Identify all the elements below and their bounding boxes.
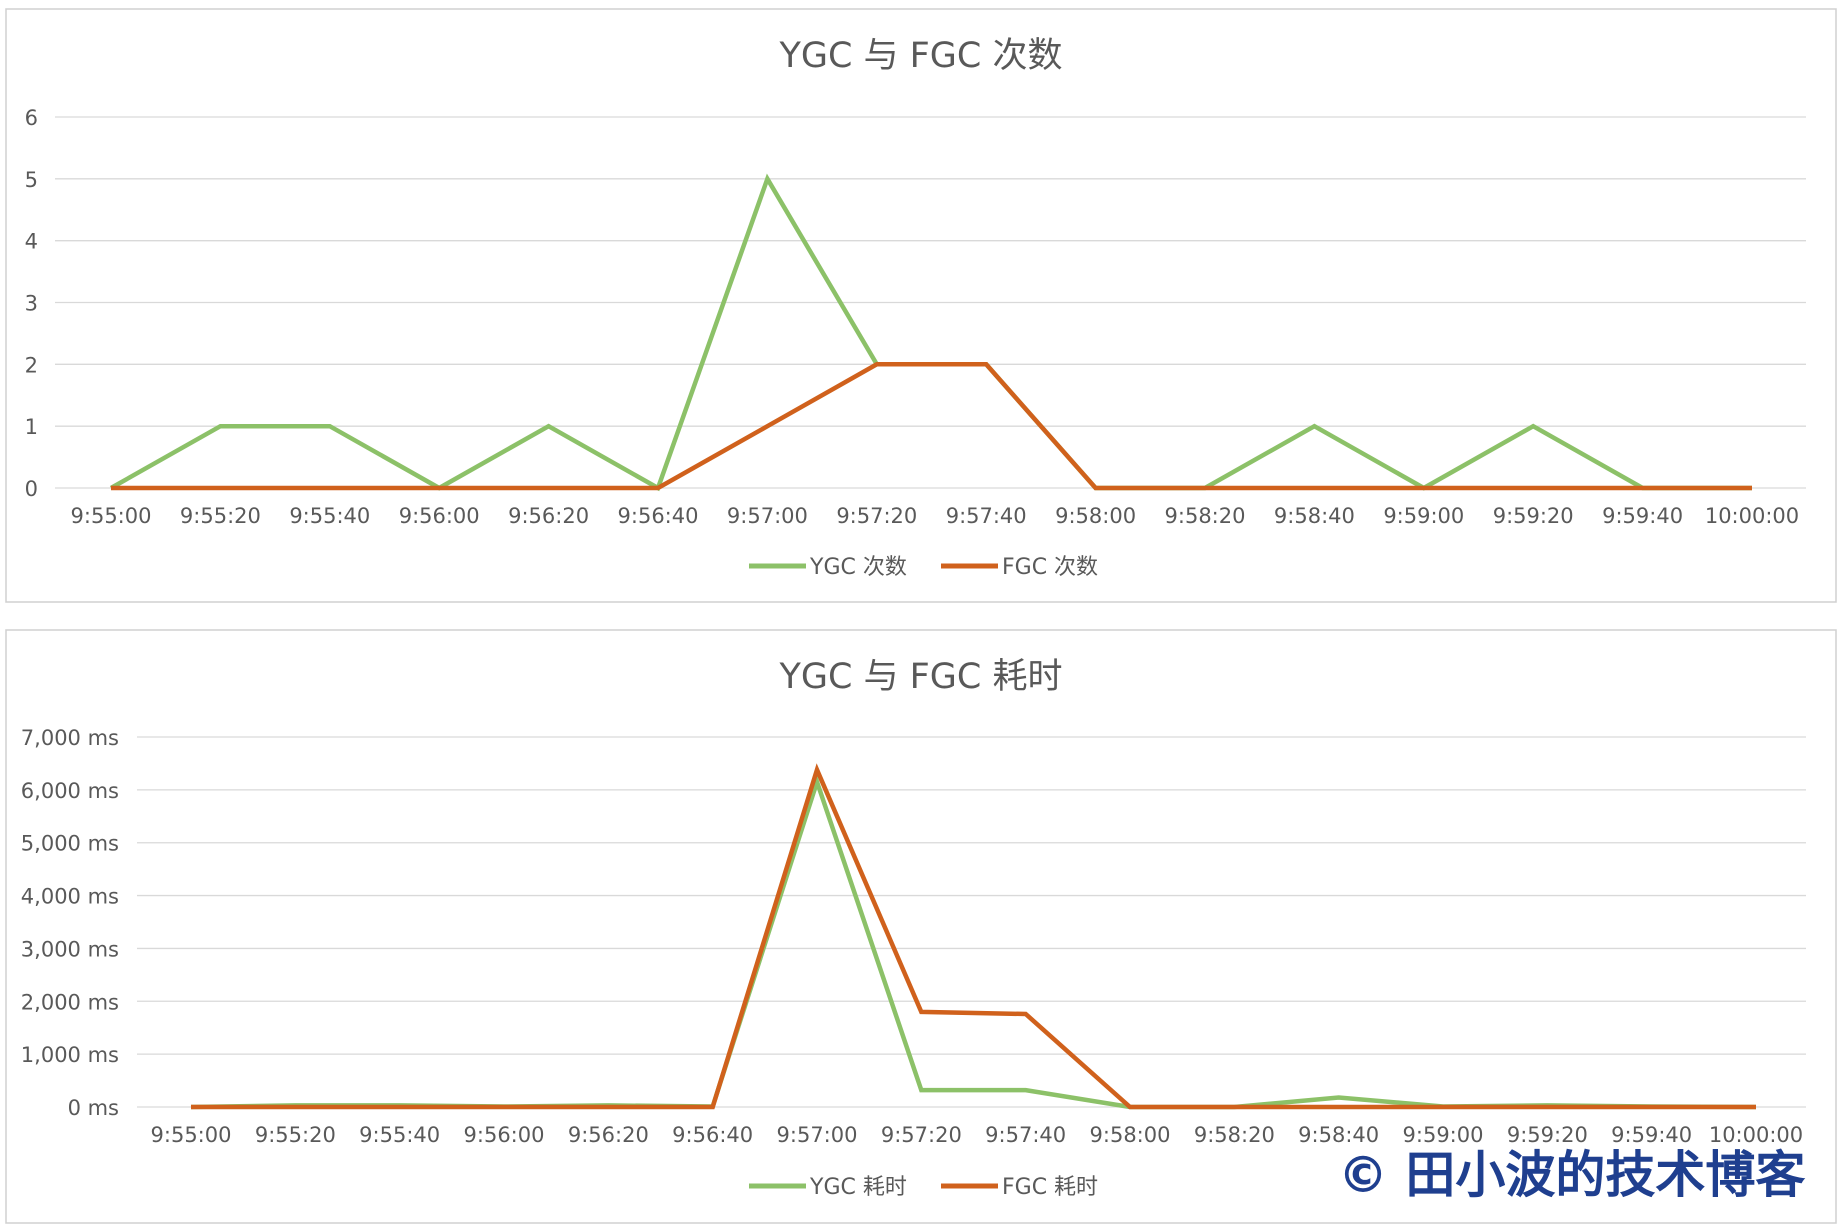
y-tick-label-time-6: 6,000 ms — [21, 779, 119, 803]
x-tick-label-count-13: 9:59:20 — [1493, 504, 1574, 528]
x-axis-time: 9:55:00 9:55:20 9:55:40 9:56:00 9:56:20 9:56:… — [151, 1123, 1804, 1147]
series-group-time — [190, 763, 1757, 1110]
x-tick-label-count-15: 10:00:00 — [1705, 504, 1799, 528]
y-tick-label-time-3: 3,000 ms — [21, 937, 119, 961]
series-line-fgc-time — [191, 763, 1756, 1110]
series-line-fgc-count — [111, 362, 1752, 491]
x-tick-label-count-8: 9:57:40 — [946, 504, 1027, 528]
chart-frame-time — [5, 629, 1837, 1224]
legend-count: YGC 次数 FGC 次数 — [749, 555, 1098, 580]
legend-time: YGC 耗时 FGC 耗时 — [749, 1175, 1098, 1200]
x-tick-label-time-2: 9:55:40 — [359, 1123, 440, 1147]
x-tick-label-time-13: 9:59:20 — [1507, 1123, 1588, 1147]
x-tick-label-count-12: 9:59:00 — [1383, 504, 1464, 528]
x-tick-label-count-10: 9:58:20 — [1165, 504, 1246, 528]
x-tick-label-time-1: 9:55:20 — [255, 1123, 336, 1147]
x-tick-label-time-7: 9:57:20 — [881, 1123, 962, 1147]
y-axis-time: 0 ms 1,000 ms 2,000 ms 3,000 ms 4,000 ms 5,00… — [21, 726, 119, 1120]
x-tick-label-count-3: 9:56:00 — [399, 504, 480, 528]
y-tick-label-time-1: 1,000 ms — [21, 1043, 119, 1067]
legend-label-ygc-time: YGC 耗时 — [809, 1175, 907, 1200]
y-tick-label-count-6: 6 — [25, 106, 38, 130]
x-tick-label-count-9: 9:58:00 — [1055, 504, 1136, 528]
x-tick-label-time-6: 9:57:00 — [777, 1123, 858, 1147]
y-axis-count: 0 1 2 3 4 5 6 — [25, 106, 38, 501]
legend-label-fgc-count: FGC 次数 — [1002, 555, 1098, 580]
x-tick-label-count-7: 9:57:20 — [836, 504, 917, 528]
y-tick-label-count-1: 1 — [25, 415, 38, 439]
y-tick-label-time-2: 2,000 ms — [21, 990, 119, 1014]
x-tick-label-count-11: 9:58:40 — [1274, 504, 1355, 528]
x-tick-label-time-14: 9:59:40 — [1611, 1123, 1692, 1147]
gridlines-time — [137, 736, 1806, 1108]
chart-title-time: YGC 与 FGC 耗时 — [778, 657, 1062, 697]
x-tick-label-time-15: 10:00:00 — [1709, 1123, 1803, 1147]
x-tick-label-count-5: 9:56:40 — [618, 504, 699, 528]
x-tick-label-time-0: 9:55:00 — [151, 1123, 232, 1147]
x-tick-label-count-6: 9:57:00 — [727, 504, 808, 528]
y-tick-label-time-0: 0 ms — [68, 1096, 119, 1120]
y-tick-label-count-4: 4 — [25, 230, 38, 254]
x-axis-count: 9:55:00 9:55:20 9:55:40 9:56:00 9:56:20 9:56:… — [71, 504, 1800, 528]
x-tick-label-time-12: 9:59:00 — [1403, 1123, 1484, 1147]
series-group-count — [109, 173, 1752, 492]
y-tick-label-count-0: 0 — [25, 477, 38, 501]
chart-frame-count — [5, 8, 1837, 603]
y-tick-label-count-3: 3 — [25, 292, 38, 316]
y-tick-label-count-5: 5 — [25, 168, 38, 192]
y-tick-label-count-2: 2 — [25, 353, 38, 377]
legend-label-fgc-time: FGC 耗时 — [1002, 1175, 1098, 1200]
x-tick-label-time-5: 9:56:40 — [672, 1123, 753, 1147]
x-tick-label-count-0: 9:55:00 — [71, 504, 152, 528]
x-tick-label-count-2: 9:55:40 — [289, 504, 370, 528]
x-tick-label-count-4: 9:56:20 — [508, 504, 589, 528]
x-tick-label-count-1: 9:55:20 — [180, 504, 261, 528]
watermark-text: © 田小波的技术博客 — [1338, 1146, 1805, 1204]
x-tick-label-time-3: 9:56:00 — [464, 1123, 545, 1147]
chart-title-count: YGC 与 FGC 次数 — [778, 36, 1062, 76]
y-tick-label-time-5: 5,000 ms — [21, 832, 119, 856]
chart-panel-time: YGC 与 FGC 耗时 0 ms 1,000 ms 2,000 ms 3,000 m… — [5, 629, 1837, 1224]
y-tick-label-time-7: 7,000 ms — [21, 726, 119, 750]
x-tick-label-count-14: 9:59:40 — [1602, 504, 1683, 528]
legend-label-ygc-count: YGC 次数 — [809, 555, 907, 580]
x-tick-label-time-11: 9:58:40 — [1298, 1123, 1379, 1147]
x-tick-label-time-4: 9:56:20 — [568, 1123, 649, 1147]
y-tick-label-time-4: 4,000 ms — [21, 885, 119, 909]
x-tick-label-time-9: 9:58:00 — [1090, 1123, 1171, 1147]
x-tick-label-time-8: 9:57:40 — [985, 1123, 1066, 1147]
x-tick-label-time-10: 9:58:20 — [1194, 1123, 1275, 1147]
